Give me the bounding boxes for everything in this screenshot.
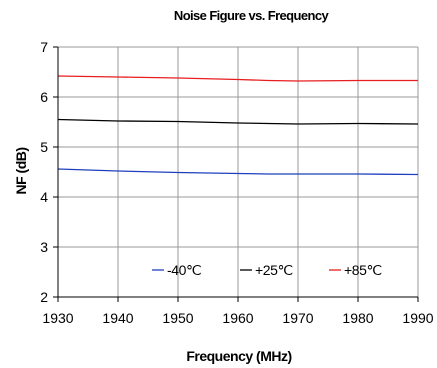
x-tick-label: 1930 [42,310,73,326]
x-tick-label: 1990 [402,310,433,326]
chart-title: Noise Figure vs. Frequency [174,8,330,23]
x-tick-label: 1940 [102,310,133,326]
legend-label: -40℃ [167,262,201,278]
grid [58,46,419,297]
x-tick-label: 1970 [282,310,313,326]
y-tick-label: 3 [40,239,48,255]
y-tick-label: 5 [40,139,48,155]
series-line [57,75,418,82]
y-tick-labels: 2 3 4 5 6 7 [40,39,48,305]
y-tick-label: 4 [40,189,48,205]
axes [53,46,419,302]
legend-label: +85℃ [344,262,382,278]
legend-label: +25℃ [255,262,293,278]
legend: -40℃ +25℃ +85℃ [152,262,382,278]
x-tick-label: 1980 [342,310,373,326]
x-tick-labels: 1930 1940 1950 1960 1970 1980 1990 [42,310,433,326]
x-axis-label: Frequency (MHz) [186,348,291,364]
series-line [57,168,419,176]
y-tick-label: 7 [40,39,48,55]
series-line [57,118,419,125]
x-tick-label: 1960 [222,310,253,326]
x-tick-label: 1950 [162,310,193,326]
series-lines [57,75,419,176]
y-axis-label: NF (dB) [13,147,29,194]
y-tick-label: 2 [40,289,48,305]
y-tick-label: 6 [40,89,48,105]
